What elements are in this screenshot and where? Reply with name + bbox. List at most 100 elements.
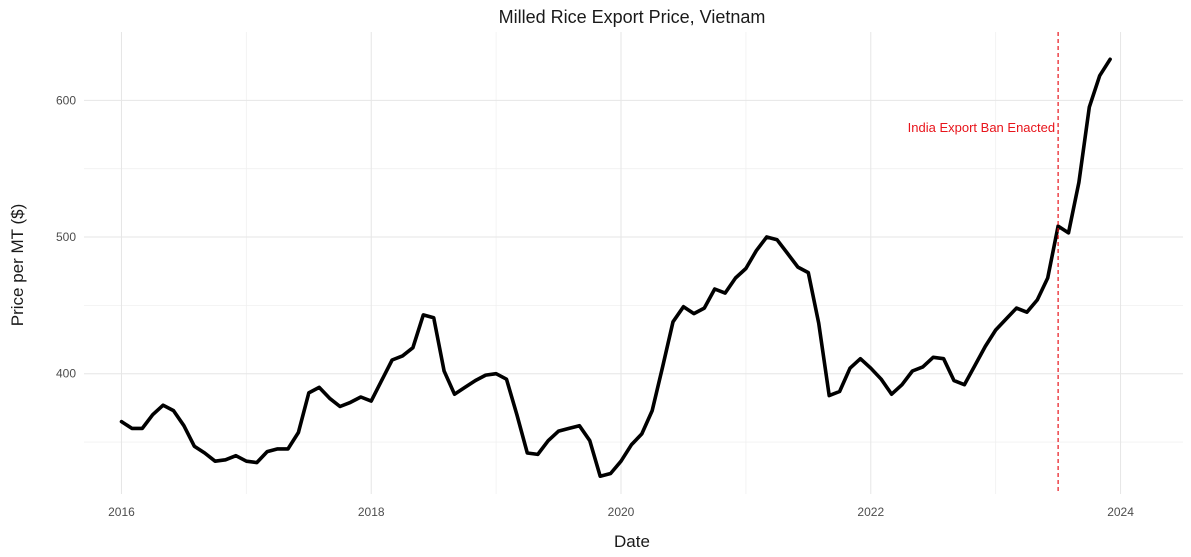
data-point	[245, 460, 247, 462]
data-point	[849, 367, 851, 369]
data-point	[786, 252, 789, 254]
x-tick-label: 2016	[108, 505, 135, 519]
data-point	[464, 386, 466, 388]
data-point	[807, 272, 809, 274]
data-point	[214, 460, 216, 462]
data-point	[558, 430, 560, 432]
data-point	[172, 410, 175, 412]
x-axis-title: Date	[614, 532, 650, 551]
data-point	[433, 317, 435, 319]
data-point	[1078, 181, 1080, 183]
data-point	[953, 380, 955, 382]
data-point	[641, 433, 643, 435]
data-point	[714, 288, 716, 290]
data-point	[703, 307, 705, 309]
data-point	[183, 425, 185, 427]
data-point	[349, 401, 351, 403]
annotation-layer: India Export Ban Enacted	[908, 32, 1059, 494]
data-point	[443, 370, 445, 372]
data-point	[287, 448, 289, 450]
data-point	[755, 250, 757, 252]
data-point	[943, 358, 945, 360]
data-point	[599, 475, 601, 477]
data-point	[859, 358, 862, 360]
data-point	[911, 370, 914, 372]
data-point	[329, 397, 331, 399]
data-point	[370, 400, 372, 402]
data-point	[828, 395, 830, 397]
annotation-label: India Export Ban Enacted	[908, 120, 1055, 135]
data-point	[193, 445, 195, 447]
data-point	[339, 405, 341, 408]
data-point	[745, 267, 747, 270]
data-point	[224, 459, 227, 461]
data-point	[880, 378, 882, 380]
data-point	[589, 440, 591, 442]
data-point	[932, 356, 934, 358]
data-point	[901, 384, 903, 386]
y-axis-title: Price per MT ($)	[8, 204, 27, 327]
data-point	[662, 366, 664, 368]
data-point	[381, 380, 383, 382]
data-point	[1015, 307, 1018, 309]
x-tick-label: 2018	[358, 505, 385, 519]
y-tick-label: 600	[56, 93, 76, 107]
data-point	[453, 393, 456, 395]
y-tick-label: 500	[56, 230, 76, 244]
y-tick-label: 400	[56, 367, 76, 381]
data-point	[318, 386, 320, 388]
data-point	[516, 414, 518, 416]
data-point	[891, 393, 893, 395]
data-point	[776, 239, 778, 241]
data-point	[485, 374, 487, 376]
data-point	[1047, 277, 1049, 279]
major-gridlines	[84, 32, 1183, 494]
data-point	[526, 452, 528, 454]
data-point	[235, 455, 237, 457]
x-tick-label: 2022	[857, 505, 884, 519]
data-point	[1088, 106, 1090, 108]
data-point	[839, 390, 841, 393]
data-point	[308, 392, 310, 394]
data-point	[505, 378, 508, 380]
data-point	[1026, 311, 1028, 313]
data-point	[995, 329, 997, 331]
data-point	[422, 314, 424, 316]
data-point	[963, 384, 966, 386]
data-point	[537, 453, 539, 455]
data-point	[870, 367, 872, 369]
data-point	[495, 373, 497, 375]
data-point	[120, 421, 123, 423]
data-point	[297, 431, 299, 434]
data-point	[922, 366, 924, 368]
data-point	[734, 277, 737, 279]
data-point	[360, 396, 362, 398]
data-point	[391, 359, 393, 361]
data-point	[412, 347, 414, 349]
data-point	[152, 414, 154, 416]
data-point	[547, 440, 549, 442]
data-point	[1099, 75, 1101, 77]
data-point	[256, 462, 258, 464]
data-point	[578, 425, 581, 427]
data-point	[620, 460, 622, 462]
x-axis-ticks: 2016 2018 2020 2022 2024	[108, 505, 1134, 519]
data-point	[818, 322, 820, 324]
data-point	[204, 452, 206, 454]
minor-gridlines	[84, 32, 1183, 494]
data-point	[1005, 318, 1007, 320]
data-point	[474, 380, 476, 382]
data-point	[693, 313, 695, 315]
data-point	[277, 448, 279, 450]
data-point	[797, 266, 799, 268]
data-point	[1057, 225, 1059, 227]
data-point	[984, 345, 986, 347]
series-layer	[119, 57, 1112, 478]
data-point	[131, 427, 133, 429]
data-point	[724, 292, 726, 294]
data-point	[162, 404, 164, 406]
chart-title: Milled Rice Export Price, Vietnam	[499, 7, 766, 27]
x-tick-label: 2020	[608, 505, 635, 519]
data-point	[266, 451, 268, 453]
